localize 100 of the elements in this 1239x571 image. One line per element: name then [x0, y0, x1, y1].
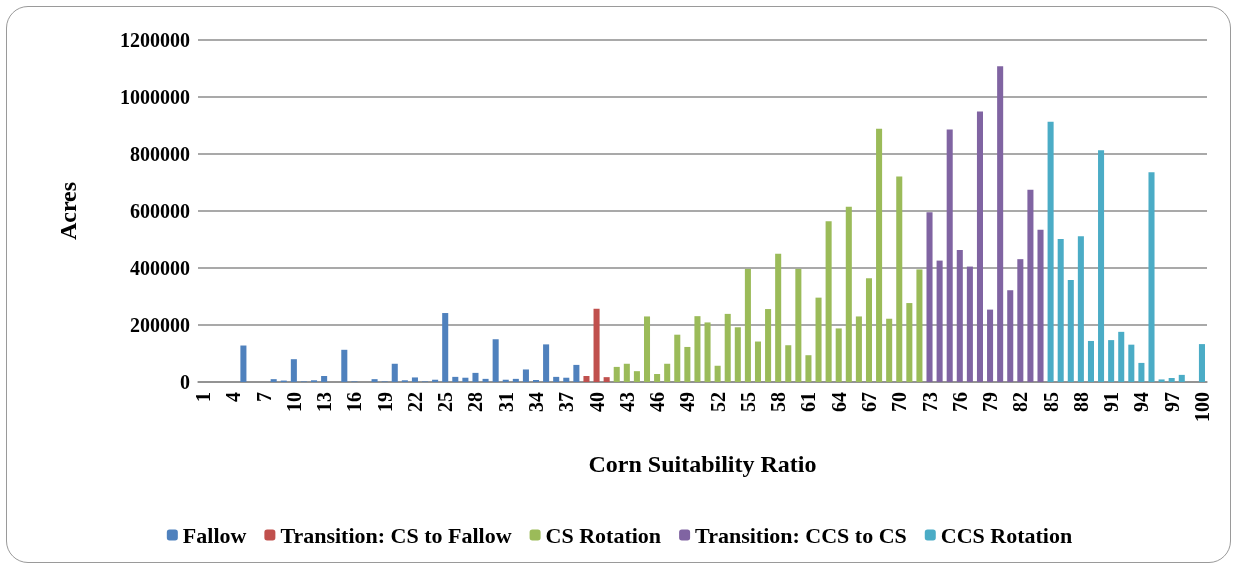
bar — [1027, 189, 1034, 382]
bar — [775, 253, 782, 382]
bar — [966, 266, 973, 382]
bar — [876, 128, 883, 382]
bar — [573, 364, 580, 382]
x-tick-label: 43 — [615, 392, 638, 412]
bar — [472, 372, 479, 382]
x-tick-label: 46 — [646, 392, 669, 412]
bar — [1098, 150, 1105, 382]
bar — [664, 363, 671, 382]
bar — [1017, 259, 1024, 382]
x-tick-label: 58 — [767, 392, 790, 412]
bar — [1037, 229, 1044, 382]
legend-label: Transition: CCS to CS — [695, 522, 907, 548]
x-tick-label: 82 — [1009, 392, 1032, 412]
bar — [613, 366, 620, 382]
bar — [391, 363, 398, 382]
bar — [1198, 344, 1205, 382]
bar — [603, 377, 610, 382]
x-tick-label: 94 — [1130, 392, 1153, 412]
bar — [906, 303, 913, 382]
x-axis-title: Corn Suitability Ratio — [588, 451, 817, 477]
x-tick-label: 16 — [343, 392, 366, 412]
y-tick-label: 400000 — [130, 257, 190, 279]
x-tick-label: 34 — [525, 392, 548, 412]
bar — [684, 346, 691, 382]
x-tick-label: 25 — [434, 392, 457, 412]
bar — [633, 371, 640, 382]
bar — [1067, 279, 1074, 382]
bar — [825, 221, 832, 382]
bar — [371, 379, 378, 382]
bar — [815, 297, 822, 382]
bar — [855, 316, 862, 382]
x-tick-label: 40 — [585, 392, 608, 412]
x-tick-label: 19 — [373, 392, 396, 412]
bar — [724, 313, 731, 382]
bar — [805, 355, 812, 382]
bar — [452, 376, 459, 382]
bar — [694, 316, 701, 382]
bar — [583, 376, 590, 382]
y-tick-label: 800000 — [130, 143, 190, 165]
bar — [896, 176, 903, 382]
bar — [643, 316, 651, 382]
x-tick-label: 64 — [827, 392, 850, 412]
x-tick-label: 55 — [736, 392, 759, 412]
bar — [674, 334, 681, 382]
y-tick-label: 1200000 — [120, 29, 190, 51]
bar — [1057, 238, 1064, 382]
bar — [765, 309, 772, 382]
bar — [916, 269, 923, 382]
bar — [290, 359, 297, 382]
bar — [997, 66, 1004, 382]
bar — [1148, 172, 1155, 382]
y-axis-title: Acres — [55, 181, 81, 241]
bar — [563, 377, 570, 382]
bar — [704, 322, 711, 382]
y-tick-label: 200000 — [130, 314, 190, 336]
x-tick-label: 13 — [313, 392, 336, 412]
bar — [845, 206, 852, 382]
bar — [1128, 344, 1135, 382]
bar — [795, 268, 802, 382]
bar — [482, 378, 489, 382]
bar — [341, 349, 348, 382]
bar — [462, 377, 469, 382]
bar — [946, 129, 953, 382]
legend-label: Fallow — [182, 522, 247, 548]
y-tick-label: 0 — [180, 371, 190, 393]
x-tick-label: 88 — [1069, 392, 1092, 412]
bar — [835, 328, 842, 382]
bar — [654, 374, 661, 382]
bar — [442, 313, 449, 382]
bar — [987, 309, 994, 382]
x-tick-label: 91 — [1100, 392, 1123, 412]
bar — [744, 268, 751, 382]
x-tick-label: 85 — [1039, 392, 1062, 412]
bar — [734, 327, 741, 382]
bar — [1077, 236, 1084, 382]
bar — [623, 363, 630, 382]
bar — [240, 345, 247, 382]
legend-label: CCS Rotation — [940, 522, 1073, 548]
bar — [1178, 374, 1185, 382]
bar — [1007, 290, 1014, 382]
y-tick-label: 1000000 — [120, 86, 190, 108]
bar — [785, 345, 792, 382]
bar — [926, 212, 933, 382]
x-tick-label: 28 — [464, 392, 487, 412]
y-tick-label: 600000 — [130, 200, 190, 222]
bar — [321, 376, 328, 382]
bar — [1087, 340, 1094, 382]
x-tick-label: 61 — [797, 392, 820, 412]
bar — [936, 260, 943, 382]
bar — [1168, 378, 1175, 382]
legend-label: CS Rotation — [545, 522, 662, 548]
bar — [956, 250, 963, 382]
bar — [1138, 362, 1145, 382]
bar — [865, 278, 873, 382]
bar — [593, 308, 600, 382]
x-tick-label: 67 — [857, 392, 880, 412]
x-tick-label: 79 — [979, 392, 1002, 412]
bar — [754, 341, 762, 382]
